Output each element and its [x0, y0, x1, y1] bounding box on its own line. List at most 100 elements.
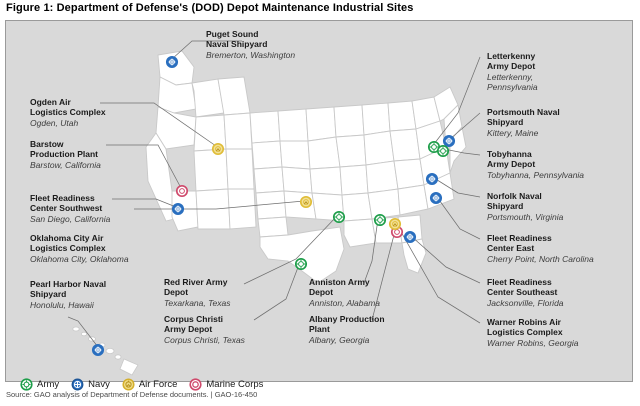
- site-label-red-river: Red River Army Depot Texarkana, Texas: [164, 277, 230, 308]
- site-location: Corpus Christi, Texas: [164, 334, 245, 345]
- site-label-letterkenny: Letterkenny Army Depot Letterkenny, Penn…: [487, 51, 538, 92]
- map-marker-army[interactable]: [436, 144, 450, 158]
- map-marker-army[interactable]: [294, 257, 308, 271]
- site-name-line-2: Army Depot: [487, 61, 536, 72]
- navy-marker-icon: [71, 378, 84, 391]
- site-name-line-1: Tobyhanna: [487, 149, 532, 159]
- site-name-line-2: Army Depot: [164, 324, 213, 335]
- site-label-frc-southeast: Fleet Readiness Center Southeast Jackson…: [487, 277, 564, 308]
- site-label-pearl-harbor: Pearl Harbor Naval Shipyard Honolulu, Ha…: [30, 279, 106, 310]
- site-name-line-1: Norfolk Naval: [487, 191, 542, 201]
- map-marker-navy[interactable]: [429, 191, 443, 205]
- army-marker-icon: [20, 378, 33, 391]
- site-label-tobyhanna: Tobyhanna Army Depot Tobyhanna, Pennsylv…: [487, 149, 584, 180]
- site-location: Oklahoma City, Oklahoma: [30, 253, 129, 264]
- site-location: Anniston, Alabama: [309, 297, 381, 308]
- site-name-line-1: Anniston Army: [309, 277, 370, 287]
- source-note: Source: GAO analysis of Department of De…: [6, 390, 258, 399]
- map-marker-navy[interactable]: [442, 134, 456, 148]
- marine-corps-marker-icon: [189, 378, 202, 391]
- site-label-frc-southwest: Fleet Readiness Center Southwest San Die…: [30, 193, 110, 224]
- site-name-line-2: Depot: [309, 287, 334, 298]
- site-name-line-2: Center Southwest: [30, 203, 103, 214]
- site-name-line-2: Logistics Complex: [30, 107, 106, 118]
- site-label-portsmouth-naval: Portsmouth Naval Shipyard Kittery, Maine: [487, 107, 560, 138]
- site-name-line-1: Pearl Harbor Naval: [30, 279, 107, 289]
- legend: Army Navy Air Force Marine Corps: [20, 378, 263, 391]
- site-name-line-2: Naval Shipyard: [206, 39, 268, 50]
- figure-title: Figure 1: Department of Defense's (DOD) …: [6, 2, 414, 14]
- map-states: [145, 50, 467, 284]
- site-location: Bremerton, Washington: [206, 49, 296, 60]
- site-label-barstow: Barstow Production Plant Barstow, Califo…: [30, 139, 101, 170]
- site-label-corpus-christi: Corpus Christi Army Depot Corpus Christi…: [164, 314, 245, 345]
- site-label-anniston: Anniston Army Depot Anniston, Alabama: [309, 277, 380, 308]
- site-name-line-2: Army Depot: [487, 159, 536, 170]
- site-location: Tobyhanna, Pennsylvania: [487, 169, 585, 180]
- site-name-line-1: Fleet Readiness: [487, 277, 552, 287]
- map-marker-air-force[interactable]: [388, 217, 402, 231]
- legend-item-army[interactable]: Army: [20, 378, 59, 391]
- legend-label-marine-corps: Marine Corps: [206, 379, 264, 390]
- site-name-line-2: Shipyard: [30, 289, 67, 300]
- site-label-norfolk-naval: Norfolk Naval Shipyard Portsmouth, Virgi…: [487, 191, 563, 222]
- map-marker-navy[interactable]: [403, 230, 417, 244]
- legend-label-navy: Navy: [88, 379, 110, 390]
- map-markers-layer: [91, 55, 456, 357]
- site-label-puget-sound: Puget Sound Naval Shipyard Bremerton, Wa…: [206, 29, 295, 60]
- map-marker-army[interactable]: [332, 210, 346, 224]
- map-marker-navy[interactable]: [165, 55, 179, 69]
- site-location-line-1: Letterkenny,: [487, 71, 534, 82]
- site-name-line-1: Portsmouth Naval: [487, 107, 560, 117]
- air-force-marker-icon: [122, 378, 135, 391]
- site-name-line-2: Logistics Complex: [487, 327, 563, 338]
- site-location: Honolulu, Hawaii: [30, 299, 94, 310]
- map-marker-navy[interactable]: [91, 343, 105, 357]
- site-name-line-2: Depot: [164, 287, 189, 298]
- site-location: Kittery, Maine: [487, 127, 539, 138]
- hawaii-inset: [72, 326, 139, 376]
- site-name-line-1: Oklahoma City Air: [30, 233, 104, 243]
- markers-group: [91, 55, 456, 357]
- site-name-line-2: Production Plant: [30, 149, 98, 160]
- legend-label-air-force: Air Force: [138, 379, 178, 390]
- site-name-line-1: Barstow: [30, 139, 64, 149]
- site-name-line-1: Fleet Readiness: [30, 193, 95, 203]
- site-name-line-2: Center Southeast: [487, 287, 558, 298]
- site-location: Barstow, California: [30, 159, 101, 170]
- site-location: Warner Robins, Georgia: [487, 337, 579, 348]
- legend-item-air-force[interactable]: Air Force: [122, 378, 178, 391]
- us-map: [67, 40, 481, 376]
- site-name-line-1: Puget Sound: [206, 29, 259, 39]
- site-name-line-2: Shipyard: [487, 201, 524, 212]
- site-name-line-2: Plant: [309, 324, 330, 335]
- site-name-line-1: Ogden Air: [30, 97, 71, 107]
- map-marker-air-force[interactable]: [299, 195, 313, 209]
- site-name-line-1: Albany Production: [309, 314, 385, 324]
- map-marker-navy[interactable]: [425, 172, 439, 186]
- site-label-oklahoma-city-air: Oklahoma City Air Logistics Complex Okla…: [30, 233, 129, 264]
- site-label-ogden-air: Ogden Air Logistics Complex Ogden, Utah: [30, 97, 106, 128]
- site-name-line-1: Fleet Readiness: [487, 233, 552, 243]
- site-name-line-1: Letterkenny: [487, 51, 536, 61]
- site-location: San Diego, California: [30, 213, 111, 224]
- legend-item-navy[interactable]: Navy: [71, 378, 110, 391]
- figure-panel: Puget Sound Naval Shipyard Bremerton, Wa…: [5, 20, 633, 391]
- legend-label-army: Army: [37, 379, 60, 390]
- site-location: Texarkana, Texas: [164, 297, 231, 308]
- site-name-line-2: Center East: [487, 243, 535, 254]
- leader-lines: [67, 40, 481, 348]
- map-marker-navy[interactable]: [171, 202, 185, 216]
- site-location: Portsmouth, Virginia: [487, 211, 564, 222]
- map-marker-air-force[interactable]: [211, 142, 225, 156]
- site-location-line-2: Pennsylvania: [487, 81, 538, 92]
- site-name-line-2: Shipyard: [487, 117, 524, 128]
- map-marker-marine-corps[interactable]: [175, 184, 189, 198]
- site-label-albany: Albany Production Plant Albany, Georgia: [309, 314, 385, 345]
- site-name-line-1: Warner Robins Air: [487, 317, 561, 327]
- site-location: Jacksonville, Florida: [487, 297, 564, 308]
- site-label-frc-east: Fleet Readiness Center East Cherry Point…: [487, 233, 594, 264]
- legend-item-marine-corps[interactable]: Marine Corps: [189, 378, 263, 391]
- map-marker-army[interactable]: [373, 213, 387, 227]
- site-location: Ogden, Utah: [30, 117, 79, 128]
